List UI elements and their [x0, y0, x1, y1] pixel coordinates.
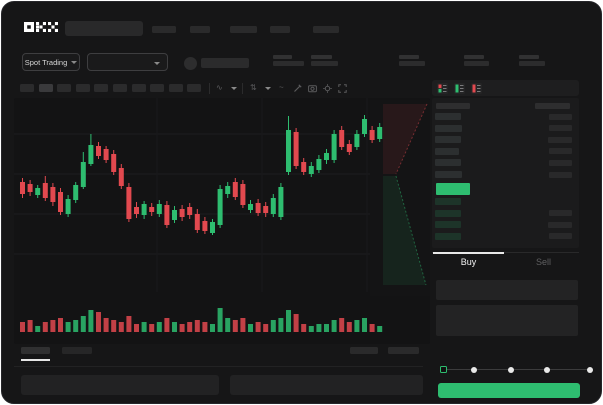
- bottom-bar-control[interactable]: [388, 347, 419, 354]
- search-input[interactable]: [65, 21, 143, 36]
- timeframe-button[interactable]: [38, 84, 53, 92]
- line-style-icon[interactable]: ~: [279, 83, 284, 92]
- bid-row-amount[interactable]: [549, 210, 572, 217]
- pair-selector[interactable]: [87, 53, 168, 71]
- last-price-block[interactable]: [436, 183, 470, 195]
- timeframe-button[interactable]: [168, 84, 183, 92]
- divider: [14, 366, 423, 367]
- amount-slider-track[interactable]: [443, 369, 589, 370]
- nav-item-placeholder[interactable]: [313, 26, 339, 33]
- timeframe-button[interactable]: [113, 84, 127, 92]
- slider-stop-dot[interactable]: [544, 366, 551, 373]
- candlestick-chart[interactable]: [14, 98, 430, 344]
- orderbook-view-switcher: [432, 80, 579, 96]
- chevron-down-icon: [154, 62, 160, 65]
- ticker-stat-value: [399, 61, 425, 66]
- ticker-stat-label: [311, 55, 332, 59]
- ticker-stat-value: [519, 61, 545, 66]
- ask-row-price[interactable]: [435, 171, 462, 178]
- timeframe-button[interactable]: [187, 84, 202, 92]
- tab-buy[interactable]: Buy: [460, 257, 477, 267]
- compare-icon[interactable]: ⇅: [250, 83, 257, 92]
- ticker-stat-label: [273, 55, 292, 59]
- ticker-stat-label: [464, 55, 484, 59]
- indicators-icon[interactable]: ∿: [216, 83, 223, 92]
- toolbar-divider: [242, 83, 243, 94]
- price-input[interactable]: [436, 280, 578, 300]
- book-asks-view-icon[interactable]: [471, 82, 482, 94]
- camera-icon[interactable]: [308, 84, 317, 93]
- timeframe-button[interactable]: [75, 84, 90, 92]
- nav-item-placeholder[interactable]: [152, 26, 176, 33]
- timeframe-button[interactable]: [20, 84, 34, 92]
- fullscreen-icon[interactable]: [338, 84, 347, 93]
- order-book: [432, 98, 579, 248]
- divider: [432, 252, 579, 253]
- ask-row-amount[interactable]: [549, 159, 572, 166]
- slider-stop-dot[interactable]: [586, 366, 593, 373]
- slider-handle[interactable]: [440, 365, 447, 373]
- token-avatar: [184, 57, 197, 70]
- pair-name-placeholder[interactable]: [201, 58, 249, 68]
- bid-row-price[interactable]: [435, 198, 461, 205]
- nav-item-placeholder[interactable]: [230, 26, 257, 33]
- bid-row-price[interactable]: [435, 232, 461, 240]
- book-column-header[interactable]: [535, 103, 570, 109]
- bottom-bar-control[interactable]: [350, 347, 378, 354]
- ask-row-price[interactable]: [435, 113, 461, 120]
- timeframe-button[interactable]: [94, 84, 109, 92]
- tab-sell[interactable]: Sell: [535, 257, 551, 267]
- bottom-tab-active-indicator: [21, 359, 50, 361]
- ticker-stat-value: [273, 61, 304, 66]
- chart-panel: [14, 98, 430, 344]
- timeframe-button[interactable]: [57, 84, 72, 92]
- ask-row-amount[interactable]: [548, 136, 572, 143]
- bid-row-price[interactable]: [435, 221, 461, 229]
- bid-row-price[interactable]: [435, 209, 461, 217]
- ask-row-amount[interactable]: [549, 113, 572, 120]
- ask-row-price[interactable]: [435, 159, 461, 167]
- bid-row-amount[interactable]: [549, 233, 572, 240]
- timeframe-button[interactable]: [131, 84, 146, 92]
- active-tab-indicator: [433, 252, 504, 254]
- book-bids-view-icon[interactable]: [454, 82, 465, 94]
- ticker-stat-label: [399, 55, 419, 59]
- okx-logo: [24, 22, 58, 32]
- ticker-stat-value: [311, 61, 338, 66]
- chevron-down-icon: [71, 60, 78, 64]
- bottom-panel-placeholder: [230, 375, 423, 395]
- toolbar-divider: [209, 83, 210, 94]
- amount-input[interactable]: [436, 305, 578, 336]
- ticker-stat-value: [464, 61, 489, 66]
- chevron-down-icon[interactable]: [231, 87, 237, 90]
- market-type-selector[interactable]: Spot Trading: [22, 53, 80, 71]
- nav-item-placeholder[interactable]: [190, 26, 210, 33]
- slider-stop-dot[interactable]: [507, 366, 514, 373]
- timeframe-button[interactable]: [150, 84, 165, 92]
- ask-row-amount[interactable]: [549, 148, 572, 155]
- draw-tool-icon[interactable]: [293, 84, 302, 93]
- book-combined-view-icon[interactable]: [437, 82, 448, 94]
- bid-row-amount[interactable]: [548, 221, 572, 228]
- book-column-header[interactable]: [436, 103, 470, 109]
- buy-submit-button[interactable]: [438, 383, 580, 398]
- settings-gear-icon[interactable]: [323, 84, 332, 93]
- bottom-panel-placeholder: [21, 375, 219, 395]
- slider-stop-dot[interactable]: [471, 366, 478, 373]
- ticker-stat-label: [519, 55, 539, 59]
- nav-item-placeholder[interactable]: [270, 26, 290, 33]
- chevron-down-icon[interactable]: [265, 87, 271, 90]
- ask-row-price[interactable]: [435, 124, 462, 132]
- bottom-tab[interactable]: [21, 347, 50, 354]
- ask-row-amount[interactable]: [549, 171, 572, 178]
- market-type-label: Spot Trading: [24, 57, 68, 67]
- ask-row-price[interactable]: [435, 136, 461, 144]
- ask-row-amount[interactable]: [549, 125, 572, 132]
- ask-row-price[interactable]: [435, 147, 459, 155]
- bottom-tab[interactable]: [62, 347, 92, 354]
